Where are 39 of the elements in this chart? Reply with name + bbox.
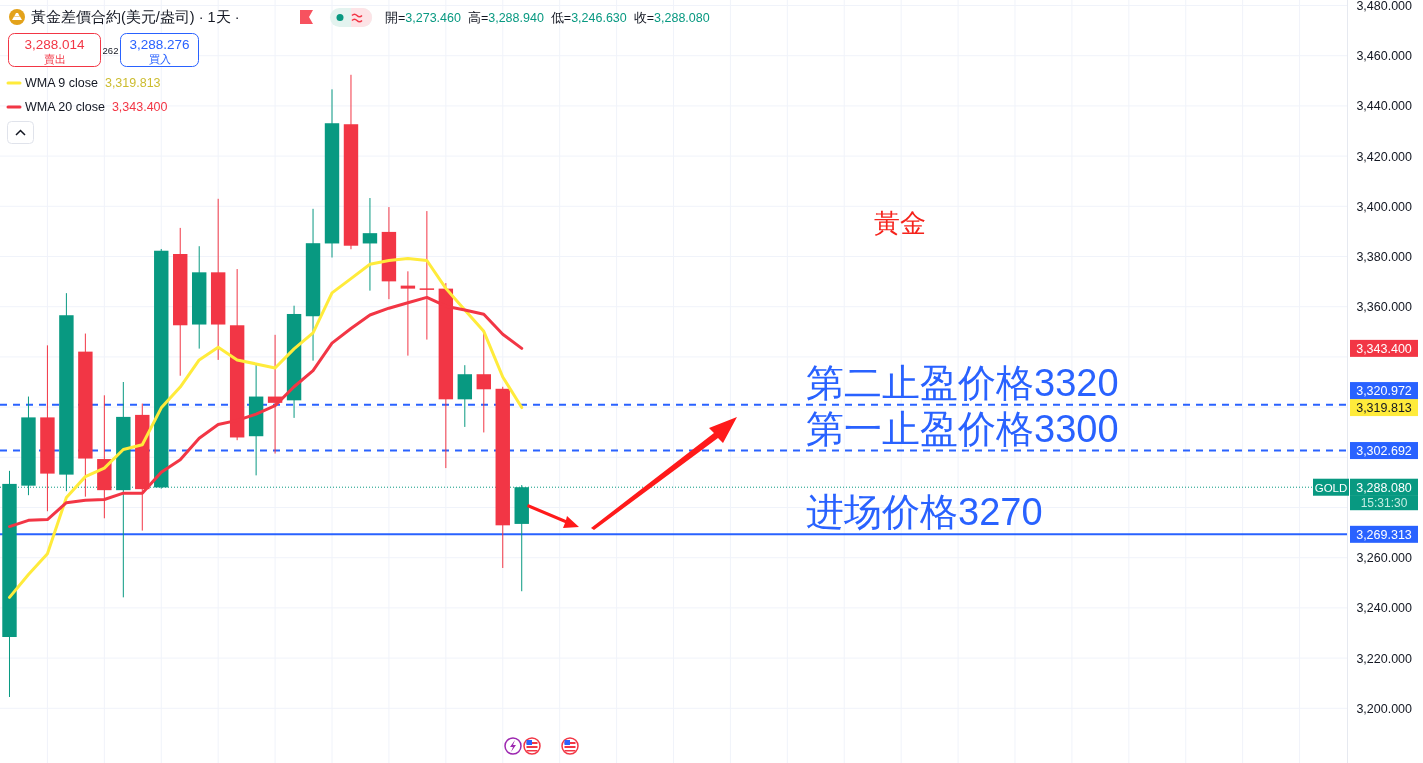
- y-tick-label: 3,460.000: [1356, 49, 1413, 64]
- annotation: 3,288.276: [129, 37, 190, 52]
- annotation: 3,319.813: [104, 76, 161, 90]
- annotation: GOLD: [1314, 481, 1348, 494]
- annotation: 高=3,288.940: [467, 9, 544, 25]
- legend-label: WMA 9 close: [25, 76, 98, 90]
- annotation: 进场价格3270: [806, 491, 1043, 534]
- ref-line-label: 3,269.313: [1356, 527, 1412, 542]
- y-tick-label: 3,200.000: [1356, 701, 1413, 716]
- line-series: [7, 257, 524, 599]
- ref-line-label: 3,302.692: [1356, 444, 1412, 459]
- y-tick-label: 3,380.000: [1356, 250, 1413, 265]
- text: 3,343.400: [1356, 341, 1412, 356]
- text: 黃金差價合約(美元/盎司) · 1天 ·: [31, 9, 240, 25]
- annotation: 收=3,288.080: [633, 10, 710, 25]
- annotation: 3,343.400: [111, 100, 168, 114]
- annotation: 黃金: [874, 208, 926, 238]
- y-tick-label: 3,480.000: [1356, 0, 1413, 14]
- annotation: 第二止盈价格3320: [806, 361, 1119, 404]
- text: 15:31:30: [1360, 495, 1408, 510]
- annotation: 賣出: [43, 53, 66, 65]
- text: 3,319.813: [1356, 401, 1412, 416]
- annotation: 低=3,246.630: [550, 10, 627, 25]
- legend-label: WMA 20 close: [25, 100, 105, 114]
- y-tick-label: 3,400.000: [1356, 199, 1413, 214]
- annotation: 開=3,273.460: [385, 10, 461, 25]
- annotation: 3,288.014: [24, 37, 86, 52]
- y-tick-label: 3,240.000: [1356, 601, 1413, 616]
- ref-line-label: 3,288.080: [1356, 480, 1412, 495]
- y-tick-label: 3,360.000: [1356, 300, 1413, 315]
- line-series: [7, 295, 524, 529]
- y-tick-label: 3,260.000: [1356, 551, 1413, 566]
- annotation: 262: [102, 45, 119, 56]
- y-tick-label: 3,440.000: [1356, 99, 1413, 114]
- y-tick-label: 3,220.000: [1356, 651, 1413, 666]
- annotation: 第一止盈价格3300: [806, 407, 1119, 450]
- y-tick-label: 3,420.000: [1356, 149, 1413, 164]
- annotation: 買入: [148, 53, 171, 65]
- ref-line-label: 3,320.972: [1356, 384, 1412, 399]
